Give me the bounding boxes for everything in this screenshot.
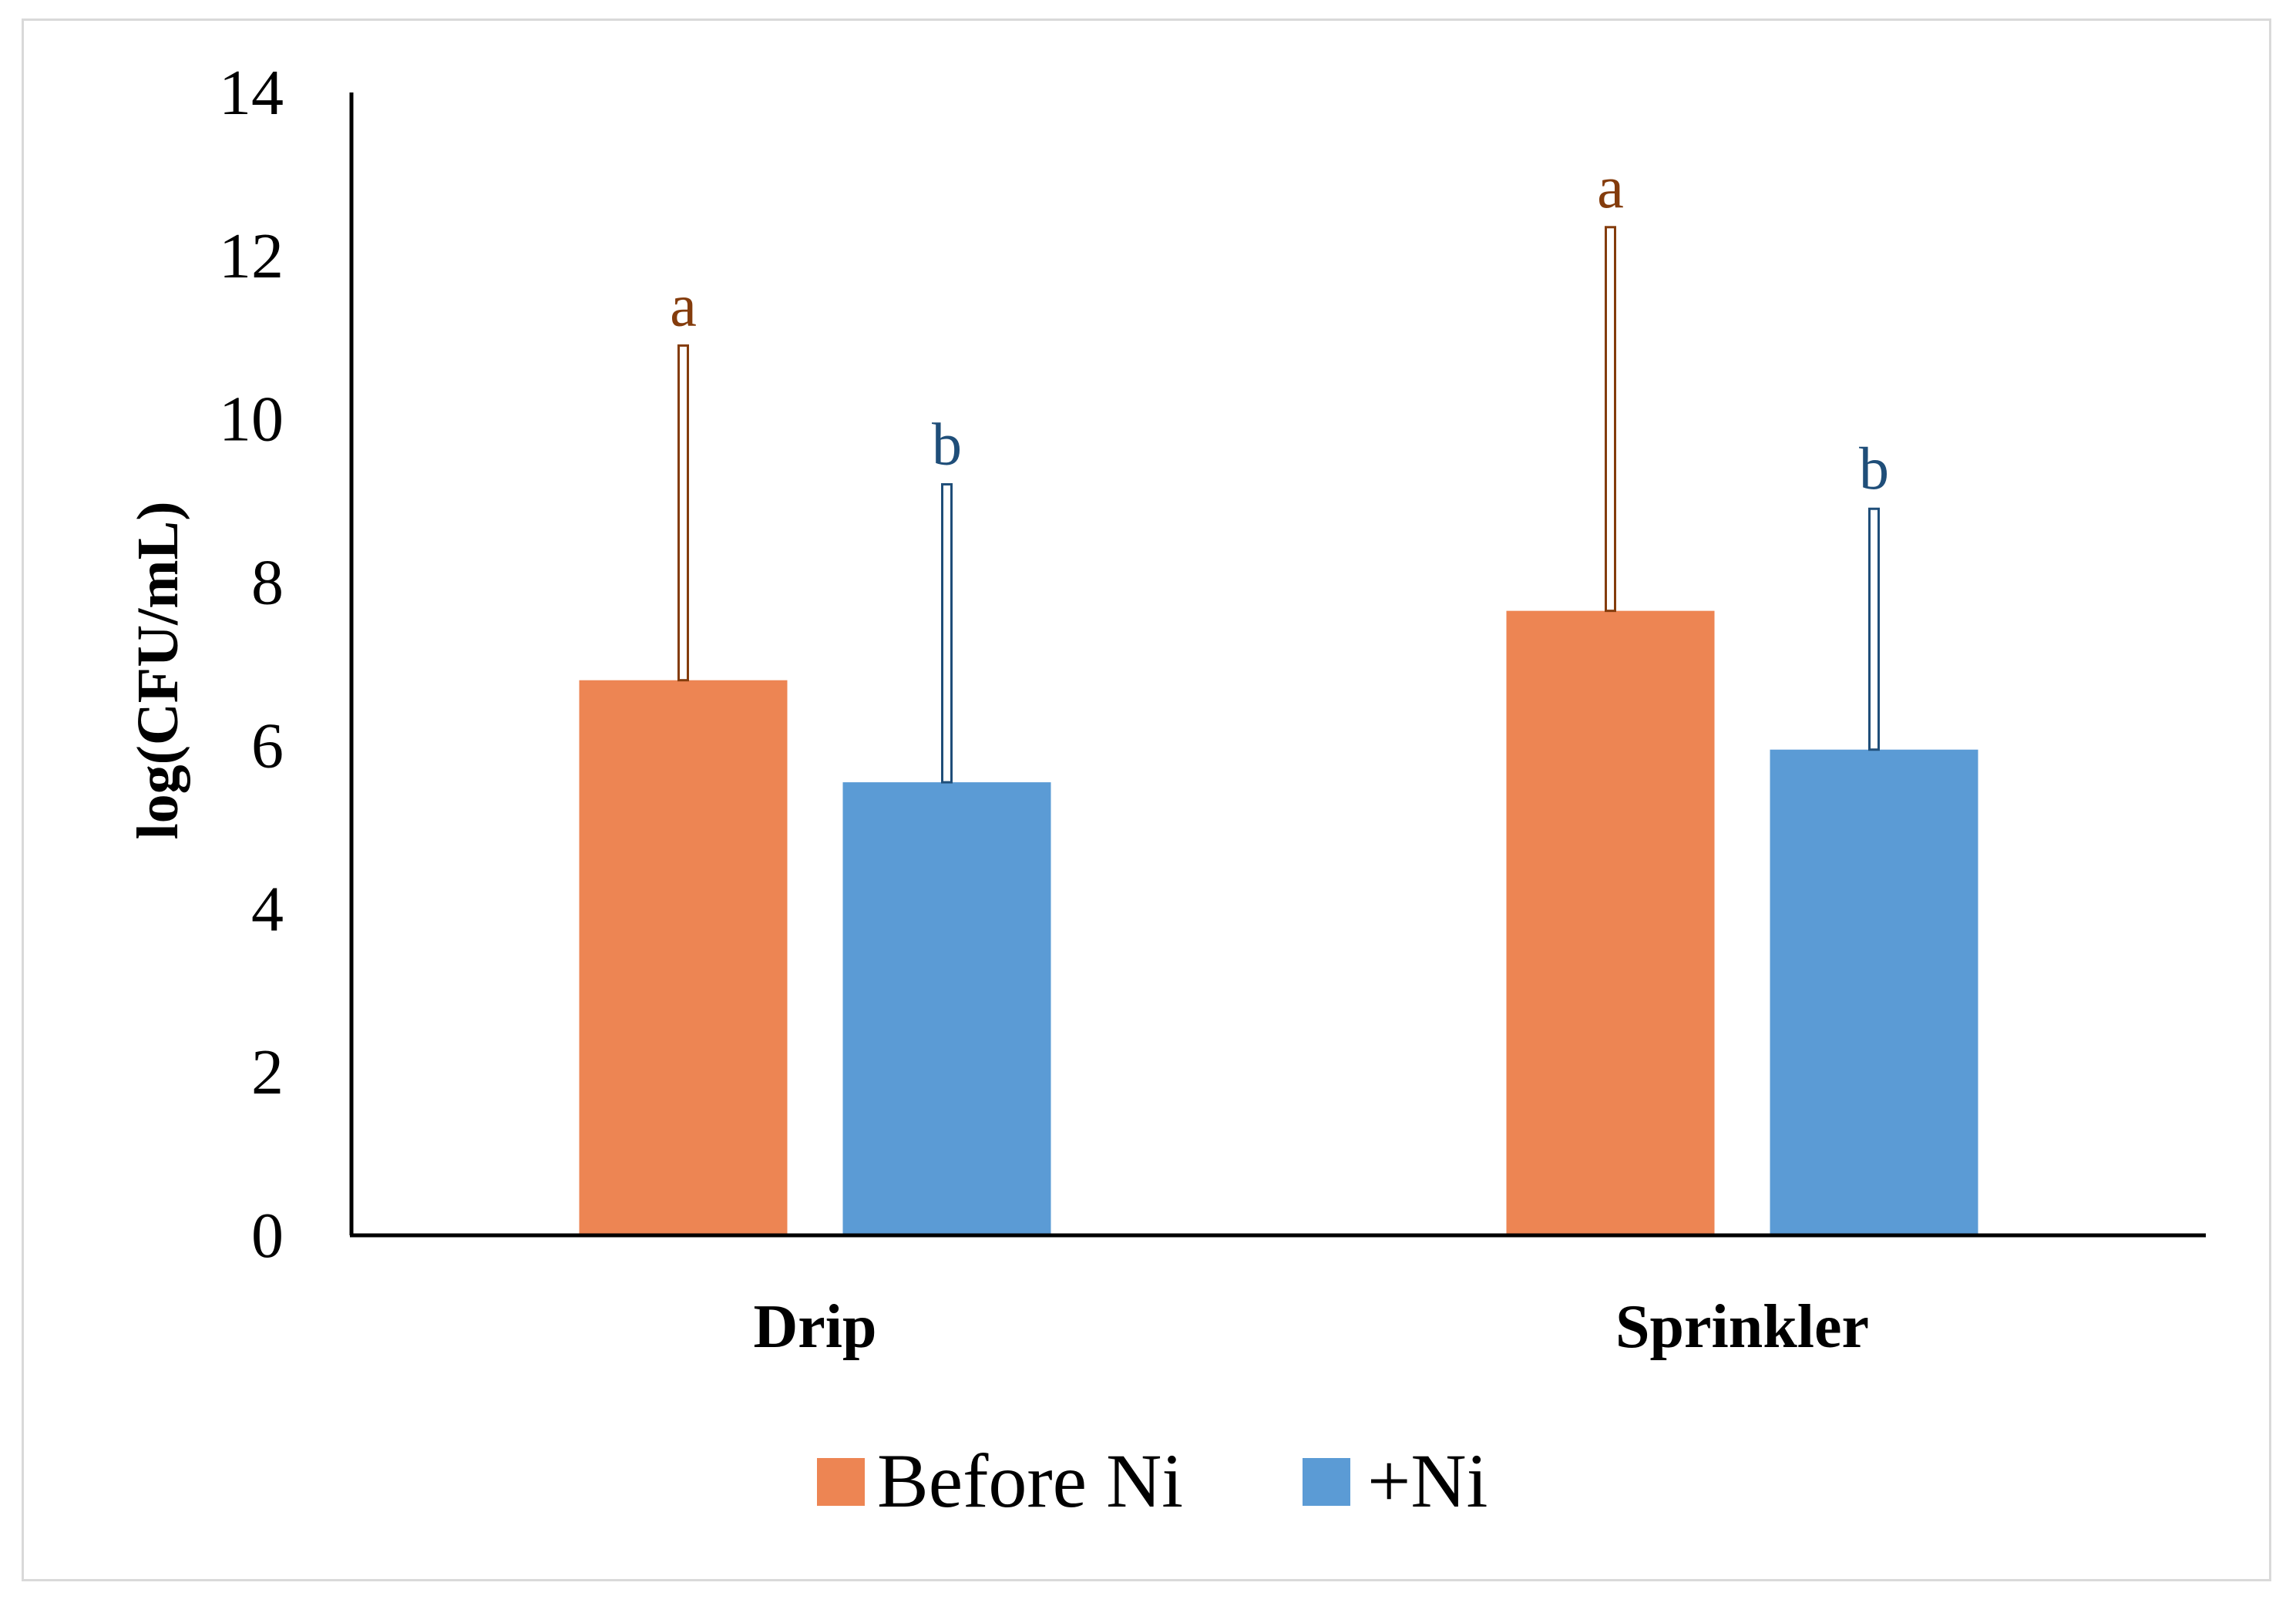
bar-sprinkler-plus-ni [1770,749,1978,1235]
legend[interactable]: Before Ni +Ni [817,1438,1488,1524]
y-tick-label: 4 [251,873,284,945]
y-tick-label: 12 [219,220,284,292]
significance-letter: a [670,271,697,338]
x-axis-categories: Drip Sprinkler [754,1293,1869,1361]
error-bar [941,482,953,784]
legend-label-before-ni: Before Ni [877,1438,1183,1524]
legend-swatch-before-ni [817,1458,865,1506]
legend-swatch-plus-ni [1303,1458,1350,1506]
significance-letter: a [1597,153,1624,220]
y-tick-label: 2 [251,1037,284,1108]
bar-drip-before-ni [579,680,788,1235]
y-axis-ticks: 0 2 4 6 8 10 12 14 [219,57,284,1272]
bars-group [579,610,1978,1235]
x-category-label: Sprinkler [1615,1293,1869,1361]
legend-label-plus-ni: +Ni [1367,1438,1488,1524]
error-bar [1868,507,1880,751]
y-axis-label: log(CFU/mL) [126,501,190,839]
significance-letter: b [1859,435,1889,502]
y-tick-label: 6 [251,710,284,781]
error-bar [677,344,689,682]
error-bar [1605,226,1616,613]
bar-drip-plus-ni [842,782,1051,1235]
y-tick-label: 0 [251,1200,284,1272]
significance-letters-group: a b a b [670,153,1889,502]
y-tick-label: 8 [251,547,284,619]
y-tick-label: 14 [219,57,284,129]
error-bars-group [677,226,1880,784]
y-tick-label: 10 [219,384,284,455]
bar-sprinkler-before-ni [1506,610,1715,1235]
significance-letter: b [932,410,962,477]
x-category-label: Drip [754,1293,877,1361]
